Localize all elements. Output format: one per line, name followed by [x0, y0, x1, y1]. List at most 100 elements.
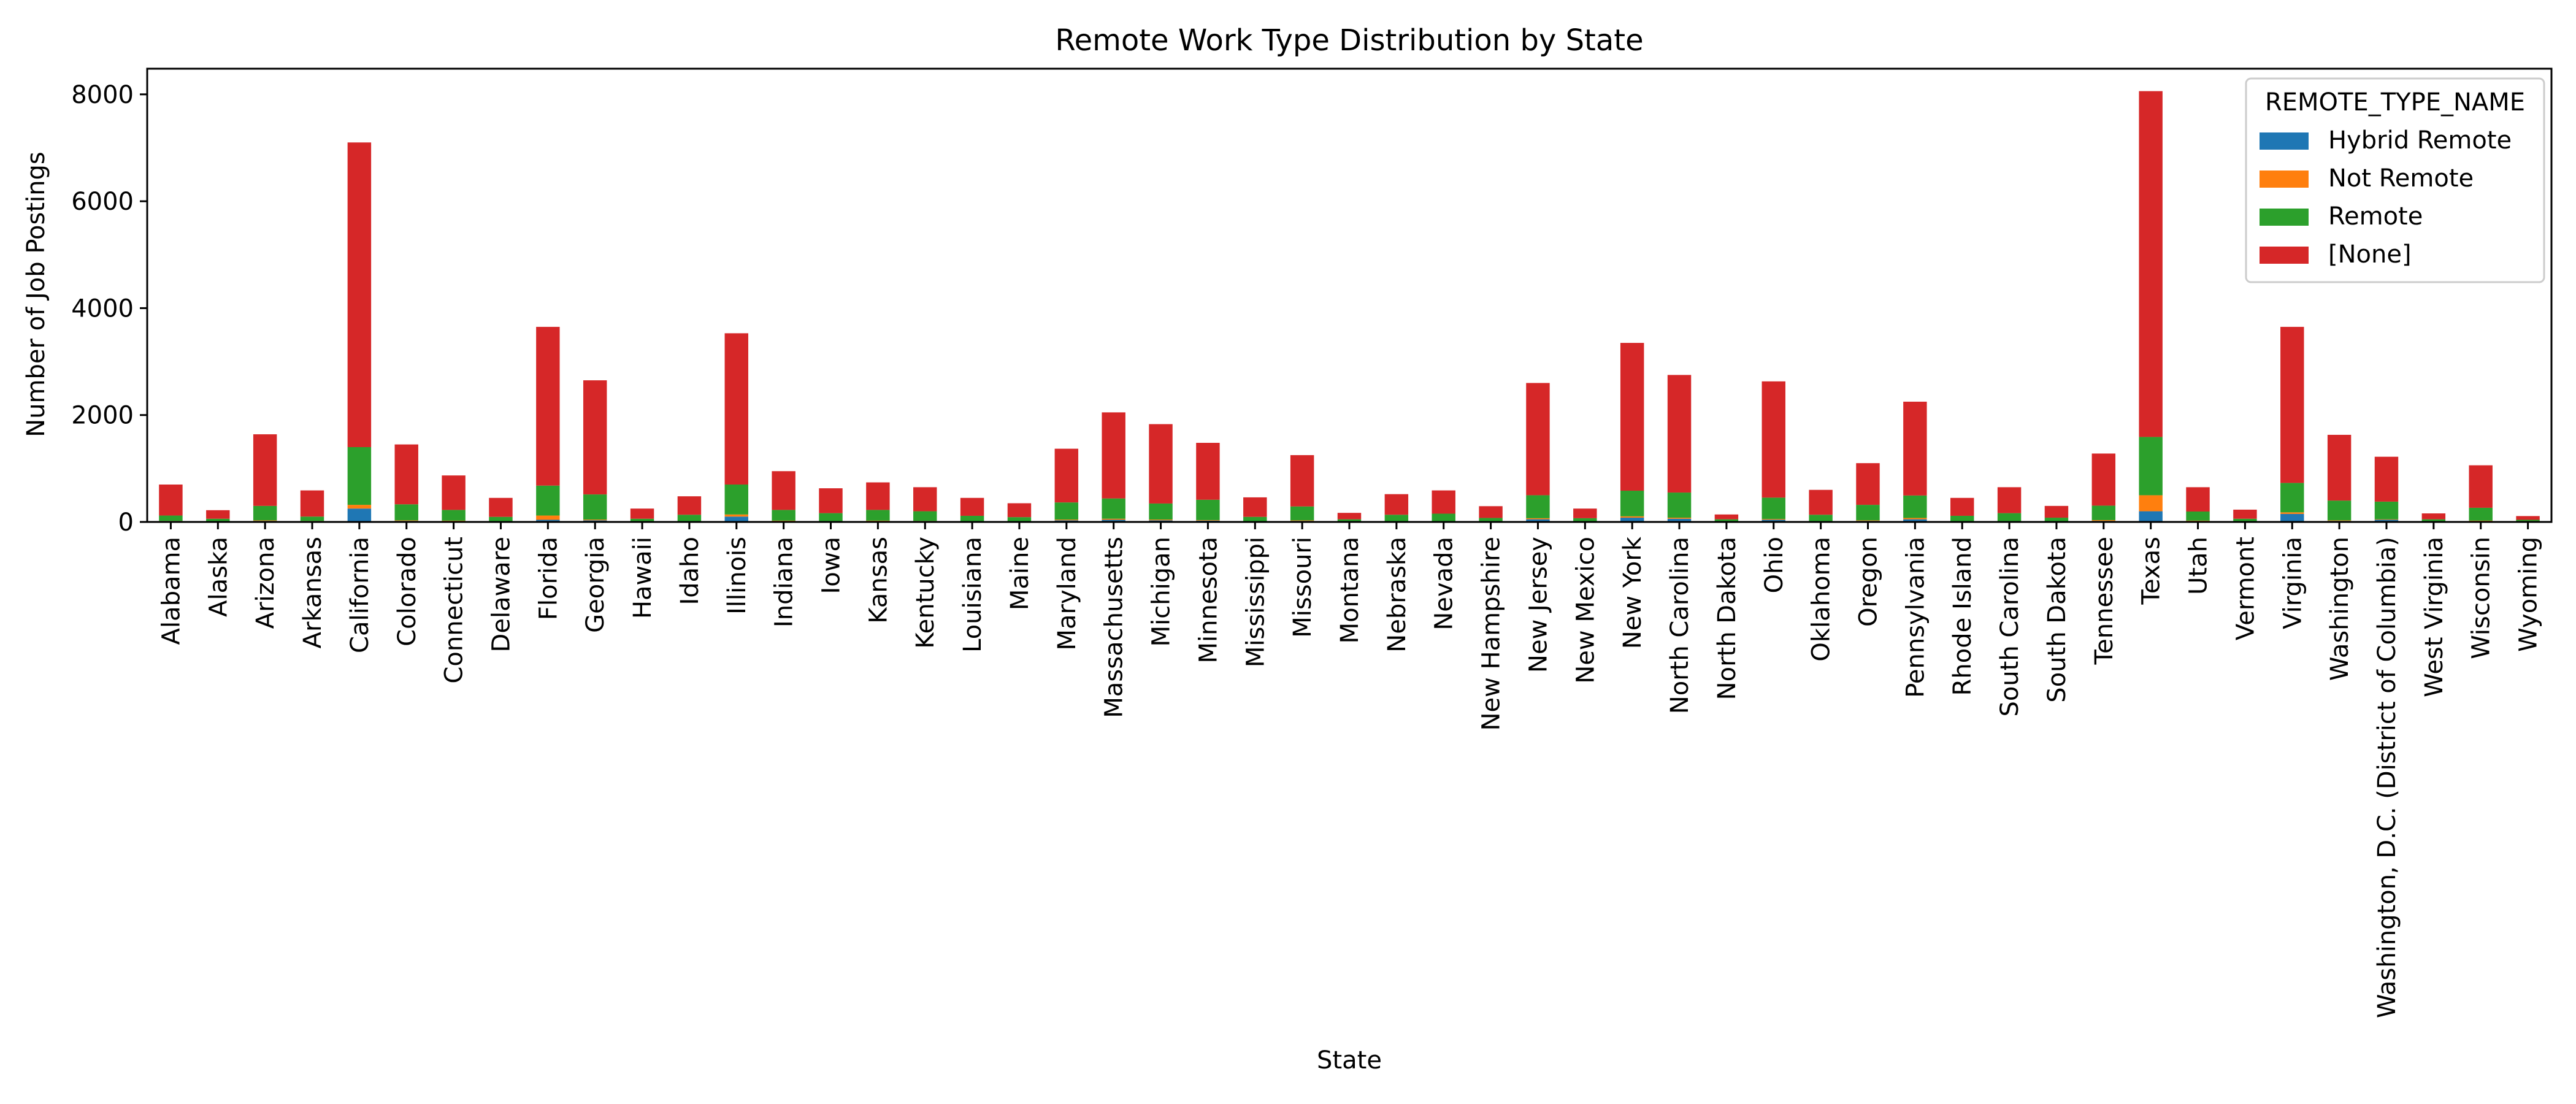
x-axis: Alabama Alaska Arizona Arkansas California Co…	[157, 522, 2543, 1018]
bar-segment	[2421, 519, 2446, 522]
bar-segment	[2139, 437, 2163, 496]
bar-segment	[1102, 498, 1125, 519]
bar-segment	[2327, 500, 2352, 521]
legend-box	[2245, 77, 2545, 283]
x-tick-label: Idaho	[676, 537, 704, 605]
x-tick-label: California	[346, 537, 374, 653]
x-tick-label: Connecticut	[440, 537, 469, 684]
bar-segment	[630, 508, 654, 519]
legend-entry-label: Not Remote	[2328, 164, 2474, 193]
x-tick-label: Georgia	[581, 537, 610, 633]
bar-segment	[2280, 326, 2304, 483]
bar-segment	[1337, 519, 1362, 522]
bar-segment	[1196, 499, 1220, 520]
bar-segment	[2139, 495, 2163, 512]
x-tick-label: Illinois	[723, 537, 751, 615]
bar-segment	[1432, 513, 1455, 521]
x-tick-label: Nevada	[1430, 537, 1459, 631]
x-tick-label: Louisiana	[959, 537, 987, 653]
legend-swatch	[2260, 171, 2309, 188]
bar-segment	[1667, 518, 1692, 522]
bar-segment	[347, 142, 372, 447]
bar-segment	[1856, 505, 1880, 521]
bar-segment	[394, 504, 418, 521]
y-tick-label: 4000	[71, 294, 134, 323]
x-tick-label: North Carolina	[1666, 537, 1694, 714]
x-tick-label: Oklahoma	[1807, 537, 1836, 662]
y-axis: 0 2000 4000 6000 8000	[71, 81, 147, 537]
bar-segment	[489, 516, 513, 521]
bar-segment	[2091, 519, 2116, 521]
bar-segment	[1384, 494, 1409, 515]
legend-entry-label: Hybrid Remote	[2328, 126, 2512, 155]
bar-segment	[1384, 515, 1409, 521]
bar-segment	[2421, 513, 2446, 519]
x-tick-label: Ohio	[1760, 537, 1788, 593]
x-tick-label: Washington	[2326, 537, 2354, 681]
bar-segment	[1196, 519, 1220, 521]
x-tick-label: Tennessee	[2090, 537, 2118, 665]
legend-swatch	[2260, 209, 2309, 226]
y-tick-label: 6000	[71, 188, 134, 216]
bar-segment	[2044, 505, 2069, 518]
x-tick-label: Rhode Island	[1949, 537, 1977, 696]
bar-segment	[866, 482, 890, 510]
bar-segment	[1054, 519, 1079, 521]
bar-segment	[1903, 495, 1927, 518]
plot-frame	[146, 67, 2553, 523]
x-tick-label: Washington, D.C. (District of Columbia)	[2373, 537, 2401, 1018]
bar-segment	[772, 510, 795, 521]
bar-segment	[253, 434, 277, 506]
bar-segment	[866, 510, 890, 521]
bar-segment	[1856, 463, 1880, 505]
bar-segment	[2516, 519, 2540, 522]
bar-segment	[2327, 434, 2352, 501]
x-tick-label: Wisconsin	[2467, 537, 2496, 659]
bar-segment	[2139, 91, 2163, 437]
legend-entry-label: Remote	[2328, 202, 2423, 231]
bar-segment	[960, 497, 984, 516]
x-tick-label: Maryland	[1053, 537, 1081, 651]
bar-segment	[913, 511, 937, 521]
bar-segment	[1809, 515, 1833, 521]
y-axis-label: Number of Job Postings	[22, 151, 50, 437]
bar-segment	[2044, 518, 2069, 522]
bar-segment	[1997, 513, 2022, 521]
x-tick-label: Delaware	[487, 537, 515, 652]
x-tick-label: Hawaii	[629, 537, 657, 619]
bar-segment	[724, 516, 748, 522]
bar-segment	[1620, 491, 1644, 516]
bar-segment	[1102, 519, 1125, 522]
x-tick-label: Iowa	[818, 537, 846, 594]
bar-segment	[536, 519, 560, 522]
bar-segment	[394, 444, 418, 505]
x-tick-label: North Dakota	[1713, 537, 1741, 700]
bar-segment	[2186, 487, 2210, 512]
bar-segment	[2327, 520, 2352, 521]
bar-segment	[2280, 512, 2304, 514]
bar-segment	[1809, 489, 1833, 515]
bar-segment	[1243, 497, 1267, 517]
legend-swatch	[2260, 132, 2309, 150]
bar-segment	[1290, 520, 1314, 521]
bar-segment	[2233, 509, 2257, 519]
bar-segment	[1714, 519, 1739, 522]
x-tick-label: Mississippi	[1241, 537, 1270, 667]
x-tick-label: Oregon	[1854, 537, 1882, 627]
bar-segment	[206, 518, 230, 522]
x-tick-label: Maine	[1006, 537, 1034, 610]
bar-segment	[1526, 495, 1550, 518]
x-tick-label: Indiana	[770, 537, 799, 627]
bar-segment	[1620, 343, 1644, 491]
bar-segment	[913, 487, 937, 512]
x-tick-label: New Jersey	[1524, 537, 1552, 673]
x-tick-label: West Virginia	[2420, 537, 2448, 697]
x-axis-label: State	[1317, 1046, 1382, 1075]
bar-segment	[1054, 448, 1079, 503]
bar-segment	[1290, 455, 1314, 507]
bar-segment	[1997, 487, 2022, 513]
bar-segment	[1903, 519, 1927, 522]
x-tick-label: Kansas	[864, 537, 892, 624]
bar-segment	[1950, 497, 1974, 516]
bar-segment	[536, 515, 560, 520]
